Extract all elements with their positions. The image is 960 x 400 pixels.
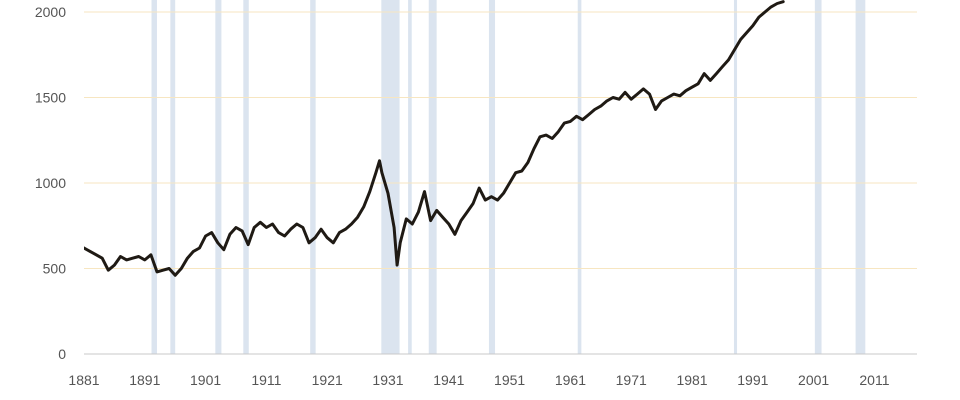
x-tick-label: 1911 <box>251 372 281 388</box>
shaded-period-2 <box>215 0 222 354</box>
x-tick-label: 1961 <box>555 372 586 388</box>
shaded-period-11 <box>814 0 822 354</box>
x-tick-label: 1891 <box>129 372 160 388</box>
shaded-periods <box>151 0 866 354</box>
x-tick-label: 1981 <box>676 372 707 388</box>
y-tick-label: 1000 <box>35 175 66 191</box>
x-tick-label: 1991 <box>737 372 768 388</box>
x-tick-label: 1971 <box>616 372 647 388</box>
shaded-period-12 <box>855 0 866 354</box>
shaded-period-1 <box>170 0 176 354</box>
x-tick-label: 1921 <box>312 372 343 388</box>
gridlines <box>84 11 917 269</box>
shaded-period-6 <box>408 0 412 354</box>
series-layer <box>84 0 785 277</box>
y-tick-label: 2000 <box>35 4 66 20</box>
shaded-period-5 <box>381 0 400 354</box>
x-tick-label: 1951 <box>494 372 525 388</box>
x-tick-label: 2001 <box>798 372 829 388</box>
y-tick-labels: 0 500 1000 1500 2000 <box>35 4 66 362</box>
shaded-period-0 <box>151 0 157 354</box>
y-tick-label: 0 <box>58 346 66 362</box>
series-line-0 <box>84 0 785 277</box>
shaded-period-9 <box>577 0 582 354</box>
x-tick-label: 1881 <box>68 372 99 388</box>
x-tick-label: 1901 <box>190 372 221 388</box>
x-tick-labels: 1881 1891 1901 1911 1921 1931 1941 1951 1961 1971… <box>68 372 889 388</box>
shaded-period-4 <box>310 0 316 354</box>
x-tick-label: 1931 <box>372 372 403 388</box>
y-tick-label: 1500 <box>35 90 66 106</box>
shaded-period-3 <box>243 0 249 354</box>
x-tick-label: 1941 <box>433 372 464 388</box>
x-tick-label: 2011 <box>859 372 889 388</box>
shaded-period-10 <box>733 0 738 354</box>
shaded-period-7 <box>428 0 437 354</box>
shaded-period-8 <box>488 0 496 354</box>
y-tick-label: 500 <box>43 261 67 277</box>
